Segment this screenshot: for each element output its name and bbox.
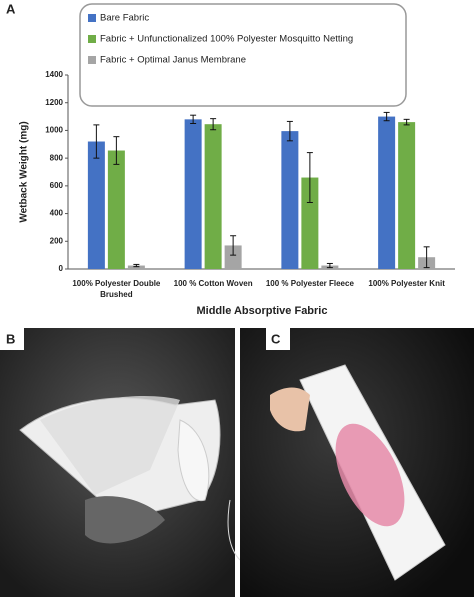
y-tick-label: 200 <box>50 236 64 245</box>
y-tick-label: 1400 <box>45 70 63 79</box>
legend-swatch <box>88 14 96 22</box>
y-axis-title: Wetback Weight (mg) <box>19 121 30 222</box>
panel-label: A <box>6 1 16 16</box>
bar <box>204 124 222 269</box>
legend-swatch <box>88 56 96 64</box>
y-tick-label: 600 <box>50 181 64 190</box>
y-tick-label: 1000 <box>45 126 63 135</box>
label-bg <box>0 328 24 350</box>
y-tick-label: 1200 <box>45 98 63 107</box>
x-tick-label: 100 % Polyester Fleece <box>265 279 354 288</box>
bar <box>127 265 145 269</box>
legend-box <box>79 3 407 107</box>
x-tick-label: 100% Polyester Double Brushed <box>72 279 161 299</box>
legend-label: Bare Fabric <box>100 13 149 24</box>
bar <box>281 131 299 269</box>
x-tick-label: 100% Polyester Knit <box>368 279 445 288</box>
photo-b <box>0 328 241 597</box>
label-bg <box>266 328 290 350</box>
legend-swatch <box>88 35 96 43</box>
y-tick-label: 400 <box>50 209 64 218</box>
bar <box>87 141 105 269</box>
bar <box>224 245 242 269</box>
legend-label: Fabric + Unfunctionalized 100% Polyester… <box>100 34 353 45</box>
bar <box>107 150 125 269</box>
bar <box>378 116 396 269</box>
panel-label: C <box>271 331 281 346</box>
bar <box>184 119 202 269</box>
legend-label: Fabric + Optimal Janus Membrane <box>100 55 246 66</box>
panel-label: B <box>6 331 15 346</box>
y-tick-label: 800 <box>50 153 64 162</box>
x-tick-label: 100 % Cotton Woven <box>173 279 253 288</box>
y-tick-label: 0 <box>59 264 64 273</box>
x-axis-title: Middle Absorptive Fabric <box>196 305 327 317</box>
bar <box>398 122 416 269</box>
bar <box>301 177 319 269</box>
photo-c <box>240 328 474 597</box>
